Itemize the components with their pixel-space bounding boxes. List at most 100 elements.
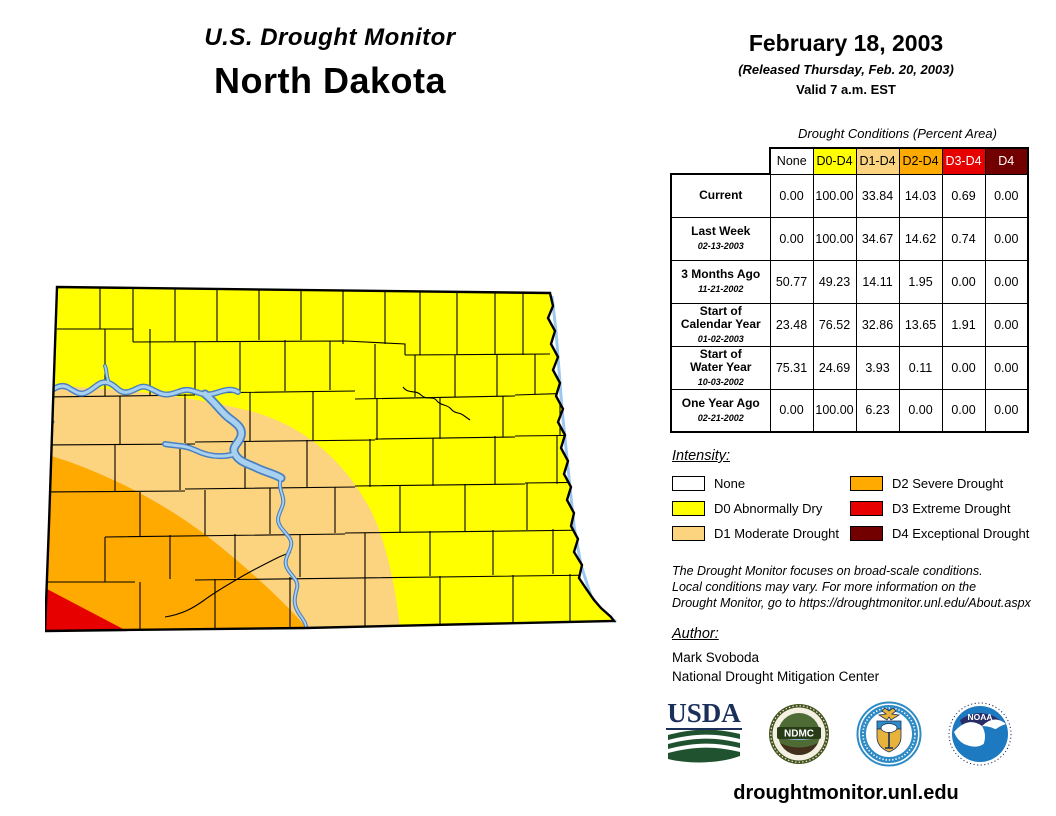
disclaimer-line: Local conditions may vary. For more info… bbox=[672, 580, 977, 594]
table-value-cell: 34.67 bbox=[855, 216, 900, 261]
drought-map-svg bbox=[43, 285, 617, 633]
title-block: U.S. Drought Monitor North Dakota bbox=[115, 24, 545, 102]
table-value-cell: 0.00 bbox=[984, 345, 1029, 390]
table-value-cell: 49.23 bbox=[812, 259, 857, 304]
table-value-cell: 0.00 bbox=[984, 259, 1029, 304]
table-value-cell: 13.65 bbox=[898, 302, 943, 347]
legend-item: D1 Moderate Drought bbox=[672, 521, 850, 546]
noaa-logo: NOAA bbox=[948, 702, 1012, 766]
intensity-legend: None D0 Abnormally Dry D1 Moderate Drought… bbox=[672, 471, 1032, 546]
table-value-cell: 0.00 bbox=[769, 173, 814, 218]
legend-label: D3 Extreme Drought bbox=[892, 501, 1011, 516]
info-panel: February 18, 2003 (Released Thursday, Fe… bbox=[660, 0, 1032, 805]
disclaimer-line: Drought Monitor, go to https://droughtmo… bbox=[672, 596, 1031, 610]
table-value-cell: 0.11 bbox=[898, 345, 943, 390]
legend-swatch-icon bbox=[850, 501, 883, 516]
row-label: One Year Ago 02-21-2002 bbox=[670, 388, 771, 433]
legend-label: None bbox=[714, 476, 746, 491]
column-header-d0-d4: D0-D4 bbox=[812, 147, 857, 175]
row-date: 01-02-2003 bbox=[697, 334, 744, 345]
d3-region bbox=[45, 588, 127, 631]
agency-logos: USDA NDMC bbox=[666, 698, 1032, 770]
table-row: Start of Calendar Year 01-02-2003 23.48 76.… bbox=[670, 302, 1029, 347]
table-value-cell: 0.00 bbox=[984, 302, 1029, 347]
legend-label: D4 Exceptional Drought bbox=[892, 526, 1030, 541]
table-value-cell: 1.95 bbox=[898, 259, 943, 304]
table-value-cell: 32.86 bbox=[855, 302, 900, 347]
north-dakota-map bbox=[43, 284, 630, 633]
table-value-cell: 33.84 bbox=[855, 173, 900, 218]
legend-swatch-icon bbox=[672, 526, 705, 541]
table-value-cell: 76.52 bbox=[812, 302, 857, 347]
table-value-cell: 0.00 bbox=[941, 259, 986, 304]
ndmc-logo: NDMC bbox=[769, 704, 829, 764]
author-name: Mark Svoboda bbox=[672, 650, 760, 665]
table-value-cell: 0.00 bbox=[769, 388, 814, 433]
row-label: 3 Months Ago 11-21-2002 bbox=[670, 259, 771, 304]
table-corner-cell bbox=[671, 148, 770, 174]
table-value-cell: 0.00 bbox=[941, 345, 986, 390]
state-outline bbox=[43, 285, 617, 633]
legend-item: D2 Severe Drought bbox=[850, 471, 1044, 496]
column-header-none: None bbox=[769, 147, 814, 175]
legend-item: D0 Abnormally Dry bbox=[672, 496, 850, 521]
row-date: 02-21-2002 bbox=[697, 412, 744, 423]
author-org: National Drought Mitigation Center bbox=[672, 669, 880, 684]
valid-time: Valid 7 a.m. EST bbox=[796, 82, 896, 97]
legend-swatch-icon bbox=[672, 476, 705, 491]
date-block: February 18, 2003 (Released Thursday, Fe… bbox=[660, 30, 1032, 97]
intensity-heading: Intensity: bbox=[672, 448, 731, 464]
table-value-cell: 0.69 bbox=[941, 173, 986, 218]
ndmc-wordmark: NDMC bbox=[784, 729, 814, 740]
table-row: Current 0.00 100.00 33.84 14.03 0.69 0.00 bbox=[670, 173, 1029, 218]
table-value-cell: 0.00 bbox=[941, 388, 986, 433]
legend-label: D2 Severe Drought bbox=[892, 476, 1004, 491]
table-value-cell: 3.93 bbox=[855, 345, 900, 390]
table-value-cell: 100.00 bbox=[812, 173, 857, 218]
legend-item: None bbox=[672, 471, 850, 496]
table-header-row: None D0-D4 D1-D4 D2-D4 D3-D4 D4 bbox=[671, 147, 1029, 175]
d2-region bbox=[45, 454, 311, 631]
row-date: 02-13-2003 bbox=[697, 241, 744, 252]
column-header-d1-d4: D1-D4 bbox=[855, 147, 900, 175]
legend-swatch-icon bbox=[850, 476, 883, 491]
legend-item: D4 Exceptional Drought bbox=[850, 521, 1044, 546]
table-value-cell: 1.91 bbox=[941, 302, 986, 347]
table-value-cell: 100.00 bbox=[812, 216, 857, 261]
column-header-d3-d4: D3-D4 bbox=[941, 147, 986, 175]
table-value-cell: 14.03 bbox=[898, 173, 943, 218]
author-heading: Author: bbox=[672, 626, 719, 642]
table-value-cell: 14.62 bbox=[898, 216, 943, 261]
table-value-cell: 0.00 bbox=[898, 388, 943, 433]
disclaimer-text: The Drought Monitor focuses on broad-sca… bbox=[672, 563, 1032, 611]
footer-url: droughtmonitor.unl.edu bbox=[733, 782, 959, 804]
table-value-cell: 50.77 bbox=[769, 259, 814, 304]
drought-conditions-table: None D0-D4 D1-D4 D2-D4 D3-D4 D4 Current 0.00 10… bbox=[670, 147, 1029, 433]
legend-swatch-icon bbox=[850, 526, 883, 541]
table-row: One Year Ago 02-21-2002 0.00 100.00 6.23 0.00… bbox=[670, 388, 1029, 433]
table-value-cell: 6.23 bbox=[855, 388, 900, 433]
row-label: Last Week 02-13-2003 bbox=[670, 216, 771, 261]
legend-swatch-icon bbox=[672, 501, 705, 516]
table-row: Start of Water Year 10-03-2002 75.31 24.69 3… bbox=[670, 345, 1029, 390]
usda-wordmark: USDA bbox=[666, 697, 742, 730]
disclaimer-line: The Drought Monitor focuses on broad-sca… bbox=[672, 564, 983, 578]
table-value-cell: 24.69 bbox=[812, 345, 857, 390]
table-value-cell: 0.00 bbox=[769, 216, 814, 261]
report-title: U.S. Drought Monitor bbox=[204, 24, 456, 51]
table-value-cell: 0.74 bbox=[941, 216, 986, 261]
row-label: Start of Water Year 10-03-2002 bbox=[670, 345, 771, 390]
table-row: 3 Months Ago 11-21-2002 50.77 49.23 14.11 1.9… bbox=[670, 259, 1029, 304]
legend-label: D0 Abnormally Dry bbox=[714, 501, 823, 516]
usda-swoosh-icon bbox=[668, 729, 740, 762]
table-value-cell: 23.48 bbox=[769, 302, 814, 347]
row-date: 10-03-2002 bbox=[697, 377, 744, 388]
table-value-cell: 75.31 bbox=[769, 345, 814, 390]
column-header-d4: D4 bbox=[984, 147, 1029, 175]
column-header-d2-d4: D2-D4 bbox=[898, 147, 943, 175]
table-value-cell: 0.00 bbox=[984, 216, 1029, 261]
row-label: Start of Calendar Year 01-02-2003 bbox=[670, 302, 771, 347]
table-row: Last Week 02-13-2003 0.00 100.00 34.67 14.62 0… bbox=[670, 216, 1029, 261]
table-value-cell: 0.00 bbox=[984, 173, 1029, 218]
